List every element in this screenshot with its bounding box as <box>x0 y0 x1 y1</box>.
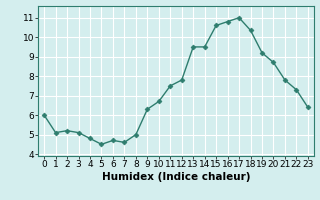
X-axis label: Humidex (Indice chaleur): Humidex (Indice chaleur) <box>102 172 250 182</box>
